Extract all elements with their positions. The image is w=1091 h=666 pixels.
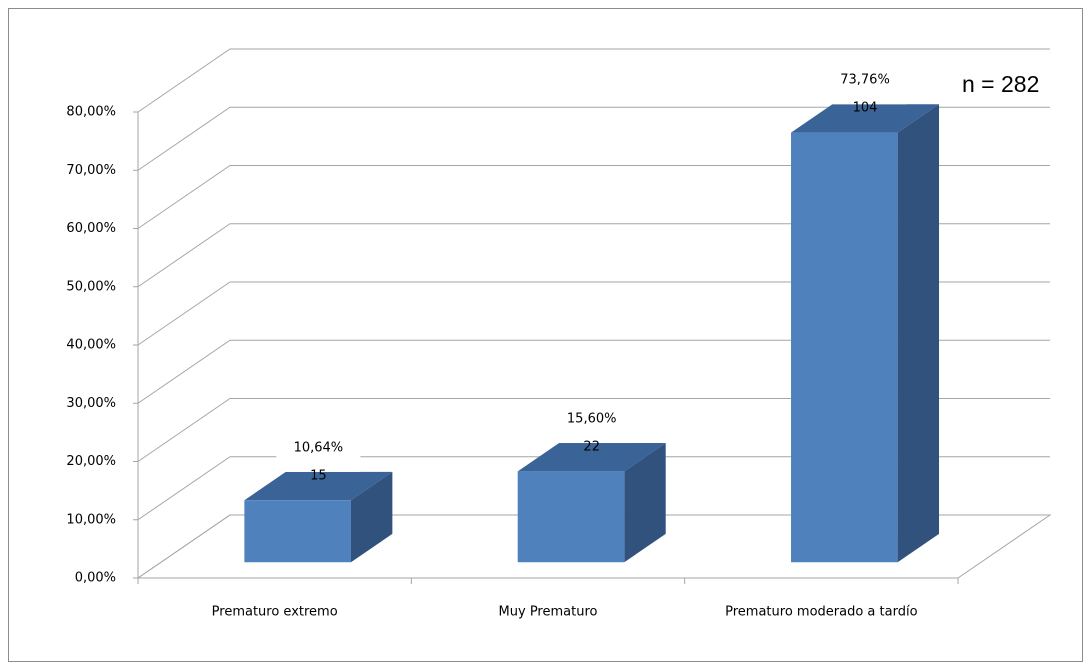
y-tick-label: 70,00% bbox=[66, 163, 116, 178]
grid-line bbox=[137, 165, 1050, 229]
bar-side bbox=[624, 443, 666, 563]
y-tick-label: 30,00% bbox=[66, 396, 116, 411]
label-box bbox=[276, 435, 361, 472]
value-label: 10,64% bbox=[294, 440, 344, 455]
grid-line bbox=[137, 48, 1050, 113]
bar-top bbox=[791, 104, 940, 133]
label-box bbox=[549, 407, 634, 444]
bar bbox=[517, 471, 625, 563]
grid-line bbox=[137, 223, 1050, 288]
y-tick-label: 60,00% bbox=[66, 221, 116, 236]
y-tick-label: 20,00% bbox=[66, 454, 116, 469]
y-tick-label: 0,00% bbox=[75, 571, 116, 586]
grid-line bbox=[137, 339, 1050, 404]
grid-line bbox=[137, 281, 1050, 346]
value-label: 15,60% bbox=[567, 412, 617, 427]
grid-line bbox=[137, 106, 1050, 171]
y-tick-label: 40,00% bbox=[66, 338, 116, 353]
x-tick-label: Muy Prematuro bbox=[499, 605, 598, 620]
x-tick-label: Prematuro extremo bbox=[212, 605, 338, 620]
count-label: 22 bbox=[583, 440, 600, 455]
bar-top bbox=[517, 443, 666, 472]
bar bbox=[791, 132, 898, 563]
y-tick-label: 80,00% bbox=[66, 105, 116, 120]
grid-line bbox=[137, 514, 1050, 579]
annotation: n = 282 bbox=[962, 71, 1039, 97]
y-tick-label: 10,00% bbox=[66, 512, 116, 527]
bar-side bbox=[897, 104, 940, 563]
count-label: 104 bbox=[853, 101, 878, 116]
value-label: 73,76% bbox=[840, 73, 890, 88]
grid-line bbox=[137, 456, 1050, 521]
bar-top bbox=[244, 471, 393, 501]
count-label: 15 bbox=[310, 468, 327, 483]
label-box bbox=[823, 68, 908, 105]
bar bbox=[244, 500, 351, 563]
x-tick-label: Prematuro moderado a tardío bbox=[725, 605, 917, 620]
grid-line bbox=[137, 398, 1050, 462]
bar-side bbox=[350, 471, 393, 563]
y-tick-label: 50,00% bbox=[66, 279, 116, 294]
